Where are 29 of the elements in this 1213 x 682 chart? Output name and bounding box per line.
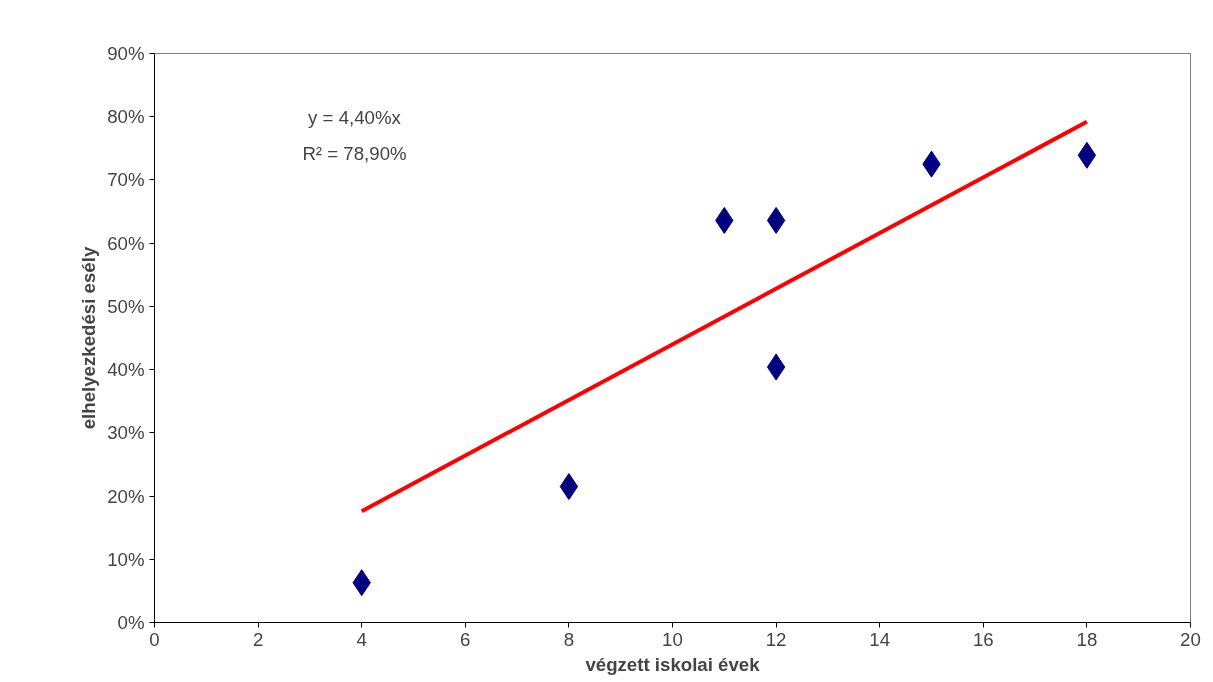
x-tick-label: 20: [1180, 628, 1201, 650]
x-axis-title: végzett iskolai évek: [585, 653, 761, 675]
y-axis-title: elhelyezkedési esély: [78, 246, 100, 430]
x-tick-label: 8: [563, 628, 575, 650]
y-tick-label: 70%: [107, 169, 145, 191]
y-tick-label: 50%: [107, 295, 145, 317]
x-tick-label: 14: [869, 628, 891, 650]
x-tick-label: 12: [765, 628, 787, 650]
x-tick-label: 4: [356, 628, 367, 650]
annotation: R² = 78,90%: [302, 142, 407, 164]
x-tick-label: 2: [252, 628, 264, 650]
x-tick-label: 18: [1076, 628, 1098, 650]
y-tick-label: 60%: [107, 232, 145, 254]
point: [766, 206, 786, 234]
y-tick-label: 0%: [117, 612, 145, 633]
annotation: y = 4,40%x: [308, 106, 402, 128]
y-tick-label: 80%: [107, 106, 145, 128]
y-tick-label: 90%: [107, 43, 145, 64]
x-tick-label: 6: [460, 628, 471, 650]
x-tick-label: 16: [972, 628, 994, 650]
point: [559, 473, 579, 501]
x-tick-label: 0: [149, 628, 160, 650]
y-tick-label: 10%: [107, 548, 145, 570]
y-tick-label: 20%: [107, 485, 145, 507]
x-tick-label: 10: [662, 628, 683, 650]
point: [766, 353, 786, 381]
y-tick-label: 40%: [107, 359, 145, 381]
point: [1077, 141, 1097, 169]
y-tick-label: 30%: [107, 422, 145, 444]
